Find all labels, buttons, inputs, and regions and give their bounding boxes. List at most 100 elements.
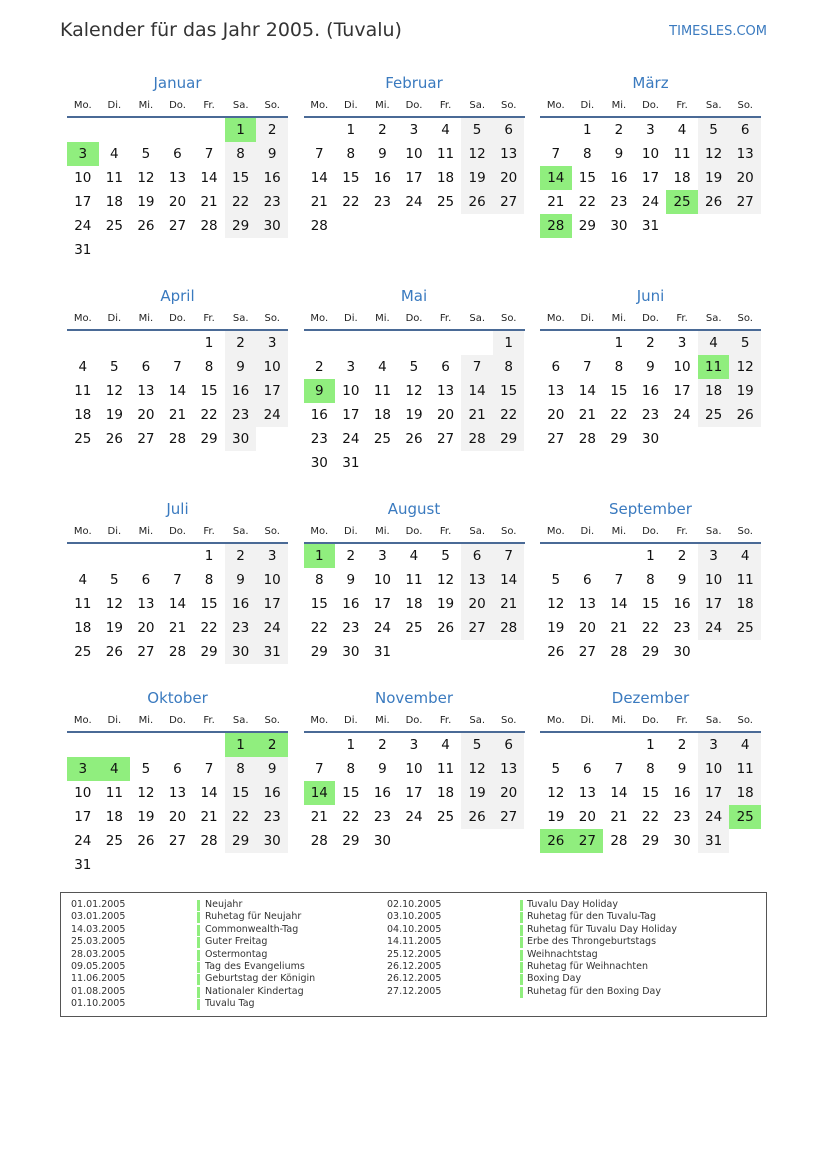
- day-cell: 6: [173, 761, 182, 777]
- weekday-header: Mo. Di. Mi. Do. Fr. Sa. So.: [540, 307, 761, 331]
- day-cell: 17: [373, 596, 391, 612]
- day-cell: 20: [436, 407, 455, 423]
- day-cell: 20: [461, 592, 493, 616]
- day-cell: 30: [256, 829, 288, 853]
- weekday-label: So.: [501, 526, 517, 537]
- holiday-name: Ostermontag: [205, 948, 268, 960]
- weekday-label: Sa.: [232, 313, 249, 324]
- day-cell: 31: [641, 218, 660, 234]
- calendar-grid: Januar Mo. Di. Mi. Do. Fr. Sa. So. 1 2 3 4 5 6 7 8 9 10 11…: [67, 72, 761, 900]
- day-cell: 16: [673, 785, 691, 801]
- day-cell: 30: [310, 455, 328, 471]
- day-cell: 5: [551, 761, 561, 777]
- day-cell: 22: [342, 194, 360, 210]
- holiday-day-cell: 2: [256, 733, 288, 757]
- weekday-label: So.: [737, 715, 753, 726]
- weekday-label: So.: [501, 715, 517, 726]
- empty-cell: [225, 238, 257, 262]
- day-cell: 19: [105, 407, 123, 423]
- day-cell: 12: [461, 142, 493, 166]
- day-cell: 13: [547, 383, 565, 399]
- day-cell: 18: [74, 407, 92, 423]
- weekday-label: Do.: [642, 715, 659, 726]
- holiday-day-cell: 11: [697, 355, 730, 379]
- week-row: 11 12 13 14 15 16 17: [67, 379, 288, 403]
- holiday-name: Tuvalu Day Holiday: [527, 899, 618, 910]
- month-8: September Mo. Di. Mi. Do. Fr. Sa. So. 1 2 3 4 5 6 7 8 9 1…: [540, 498, 761, 687]
- holiday-day-cell: 25: [729, 805, 761, 829]
- weekday-label: Sa.: [705, 100, 722, 111]
- holiday-name: Ruhetag für Tuvalu Day Holiday: [527, 923, 677, 935]
- day-cell: 21: [492, 592, 525, 616]
- day-cell: 19: [461, 166, 493, 190]
- holiday-legend: 01.01.2005 Neujahr 03.01.2005 Ruhetag für N…: [60, 892, 767, 1017]
- day-cell: 7: [614, 761, 624, 777]
- day-cell: 14: [168, 596, 187, 612]
- empty-cell: [304, 118, 336, 142]
- week-row: 28 29 30 31: [540, 214, 761, 238]
- weekday-label: Do.: [405, 100, 423, 111]
- empty-cell: [130, 733, 162, 757]
- day-cell: 30: [256, 214, 288, 238]
- holiday-marker: [197, 949, 200, 961]
- day-cell: 19: [137, 194, 155, 210]
- day-cell: 23: [310, 431, 328, 447]
- day-cell: 12: [105, 383, 123, 399]
- day-cell: 21: [610, 809, 628, 825]
- day-cell: 22: [641, 620, 660, 636]
- day-cell: 6: [583, 572, 592, 588]
- day-cell: 20: [729, 166, 761, 190]
- day-cell: 13: [168, 170, 187, 186]
- empty-cell: [162, 544, 194, 568]
- empty-cell: [193, 238, 225, 262]
- day-cell: 17: [673, 383, 691, 399]
- day-cell: 14: [168, 383, 187, 399]
- day-cell: 11: [729, 757, 761, 781]
- day-cell: 9: [677, 572, 687, 588]
- day-cell: 10: [697, 757, 730, 781]
- day-cell: 3: [346, 359, 356, 375]
- day-cell: 10: [74, 170, 92, 186]
- day-cell: 31: [342, 455, 360, 471]
- day-cell: 29: [224, 829, 257, 853]
- day-cell: 7: [314, 761, 324, 777]
- day-cell: 2: [224, 544, 257, 568]
- holiday-date: 14.11.2005: [387, 936, 442, 948]
- day-cell: 25: [74, 431, 92, 447]
- day-cell: 30: [641, 431, 660, 447]
- day-cell: 29: [200, 431, 218, 447]
- day-cell: 2: [346, 548, 356, 564]
- day-cell: 5: [141, 761, 151, 777]
- day-cell: 26: [105, 644, 123, 660]
- week-row: 18 19 20 21 22 23 24: [67, 403, 288, 427]
- holiday-marker: [197, 912, 200, 924]
- day-cell: 6: [461, 544, 493, 568]
- empty-cell: [540, 331, 572, 355]
- day-cell: 2: [614, 122, 624, 138]
- day-cell: 22: [492, 403, 525, 427]
- weekday-label: Di.: [107, 715, 122, 726]
- day-cell: 10: [256, 355, 288, 379]
- day-cell: 20: [492, 781, 525, 805]
- day-cell: 10: [373, 572, 391, 588]
- day-cell: 15: [610, 383, 628, 399]
- day-cell: 15: [342, 170, 360, 186]
- weekday-label: Fr.: [676, 526, 688, 537]
- brand-link[interactable]: TIMESLES.COM: [669, 24, 767, 39]
- day-cell: 1: [346, 122, 356, 138]
- weekday-label: Mo.: [73, 526, 92, 537]
- day-cell: 28: [168, 431, 187, 447]
- day-cell: 28: [610, 644, 628, 660]
- day-cell: 2: [677, 737, 687, 753]
- day-cell: 14: [310, 170, 328, 186]
- weekday-label: Sa.: [705, 526, 722, 537]
- empty-cell: [698, 640, 730, 664]
- day-cell: 23: [224, 403, 257, 427]
- holiday-marker: [520, 974, 523, 986]
- day-cell: 12: [547, 596, 565, 612]
